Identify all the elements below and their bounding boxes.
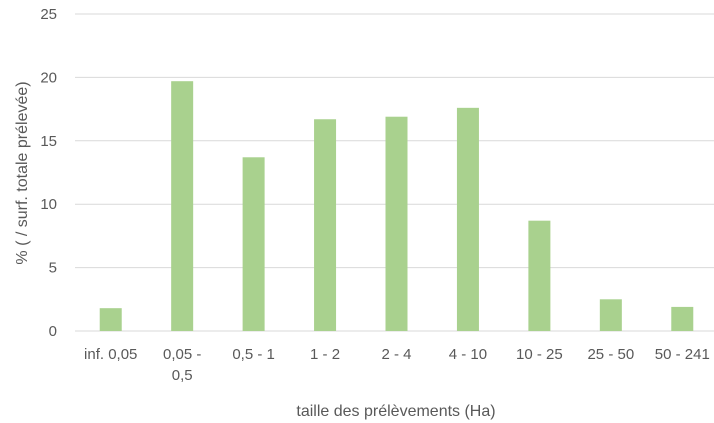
bar (528, 220, 551, 331)
y-tick-label: 25 (40, 6, 57, 23)
bar (385, 116, 408, 331)
x-tick-label: 1 - 2 (310, 346, 340, 363)
bar (599, 299, 622, 331)
y-tick-label: 15 (40, 133, 57, 150)
y-axis-title: % ( / surf. totale prélevée) (14, 81, 31, 264)
y-tick-labels: 0 5 10 15 20 25 (40, 6, 57, 340)
y-tick-label: 0 (49, 323, 57, 340)
bar (99, 308, 122, 331)
x-axis-title: taille des prélèvements (Ha) (296, 403, 495, 420)
x-tick-label: 10 - 25 (516, 346, 563, 363)
x-tick-labels: inf. 0,05 0,05 -0,5 0,5 - 1 1 - 2 2 - 4 4 - 1… (84, 346, 710, 384)
x-tick-label: 25 - 50 (587, 346, 634, 363)
x-tick-label: 0,5 - 1 (232, 346, 275, 363)
y-tick-label: 20 (40, 69, 57, 86)
x-tick-label: 4 - 10 (449, 346, 487, 363)
bars (99, 81, 694, 331)
x-tick-label: 0,05 -0,5 (163, 346, 201, 384)
bar (171, 81, 194, 331)
y-tick-label: 5 (49, 260, 57, 277)
bar (456, 107, 479, 331)
x-tick-label: 50 - 241 (655, 346, 710, 363)
x-tick-label: 2 - 4 (381, 346, 411, 363)
bar (671, 306, 694, 331)
x-tick-label: inf. 0,05 (84, 346, 137, 363)
y-tick-label: 10 (40, 196, 57, 213)
bar (314, 119, 337, 331)
bar (242, 157, 265, 331)
